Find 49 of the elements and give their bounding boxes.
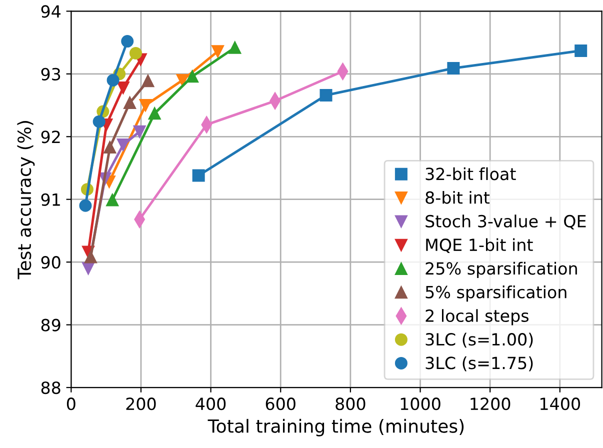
legend-label: 3LC (s=1.75) <box>426 356 533 372</box>
x-tick-label: 800 <box>336 398 366 410</box>
x-tick-label: 600 <box>266 398 296 410</box>
y-tick-label: 88 <box>41 381 60 394</box>
x-tick-label: 200 <box>126 398 156 410</box>
point <box>106 194 119 206</box>
legend-label: 8-bit int <box>426 190 490 204</box>
x-tick-label: 1000 <box>400 398 440 410</box>
point <box>124 96 136 110</box>
point <box>574 44 588 57</box>
point <box>192 169 205 182</box>
point <box>142 74 154 88</box>
x-tick-label: 1200 <box>470 398 510 410</box>
point <box>186 70 199 83</box>
point <box>148 107 161 120</box>
y-tick-label: 92 <box>41 130 60 144</box>
y-axis-title: Test accuracy (%) <box>17 121 35 280</box>
point <box>320 88 332 102</box>
point <box>133 125 146 138</box>
legend-label: 2 local steps <box>426 309 528 326</box>
legend-label: 32-bit float <box>426 167 516 180</box>
point <box>79 199 92 212</box>
point <box>139 99 152 112</box>
point <box>228 41 242 54</box>
y-tick-label: 90 <box>41 256 60 269</box>
y-tick-label: 89 <box>41 318 60 332</box>
point <box>212 45 224 58</box>
y-tick-label: 93 <box>41 68 60 80</box>
x-tick-label: 1400 <box>540 398 580 410</box>
legend-label: MQE 1-bit int <box>426 238 533 254</box>
x-tick-label: 0 <box>66 398 76 410</box>
y-tick-label: 94 <box>41 5 60 18</box>
point <box>121 35 134 48</box>
point <box>176 74 189 86</box>
legend-label: 25% sparsification <box>426 262 577 278</box>
point <box>106 74 120 86</box>
legend-label: Stoch 3-value + QE <box>426 214 586 230</box>
point <box>92 115 106 128</box>
point <box>84 250 97 264</box>
point <box>104 141 116 154</box>
legend-label: 3LC (s=1.00) <box>426 332 533 348</box>
x-tick-label: 400 <box>196 398 226 410</box>
point <box>116 138 130 152</box>
point <box>447 62 460 75</box>
x-axis-title: Total training time (minutes) <box>208 418 464 436</box>
y-tick-label: 91 <box>41 193 60 206</box>
point <box>129 46 142 60</box>
point <box>116 81 130 94</box>
legend-label: 5% sparsification <box>426 286 566 302</box>
